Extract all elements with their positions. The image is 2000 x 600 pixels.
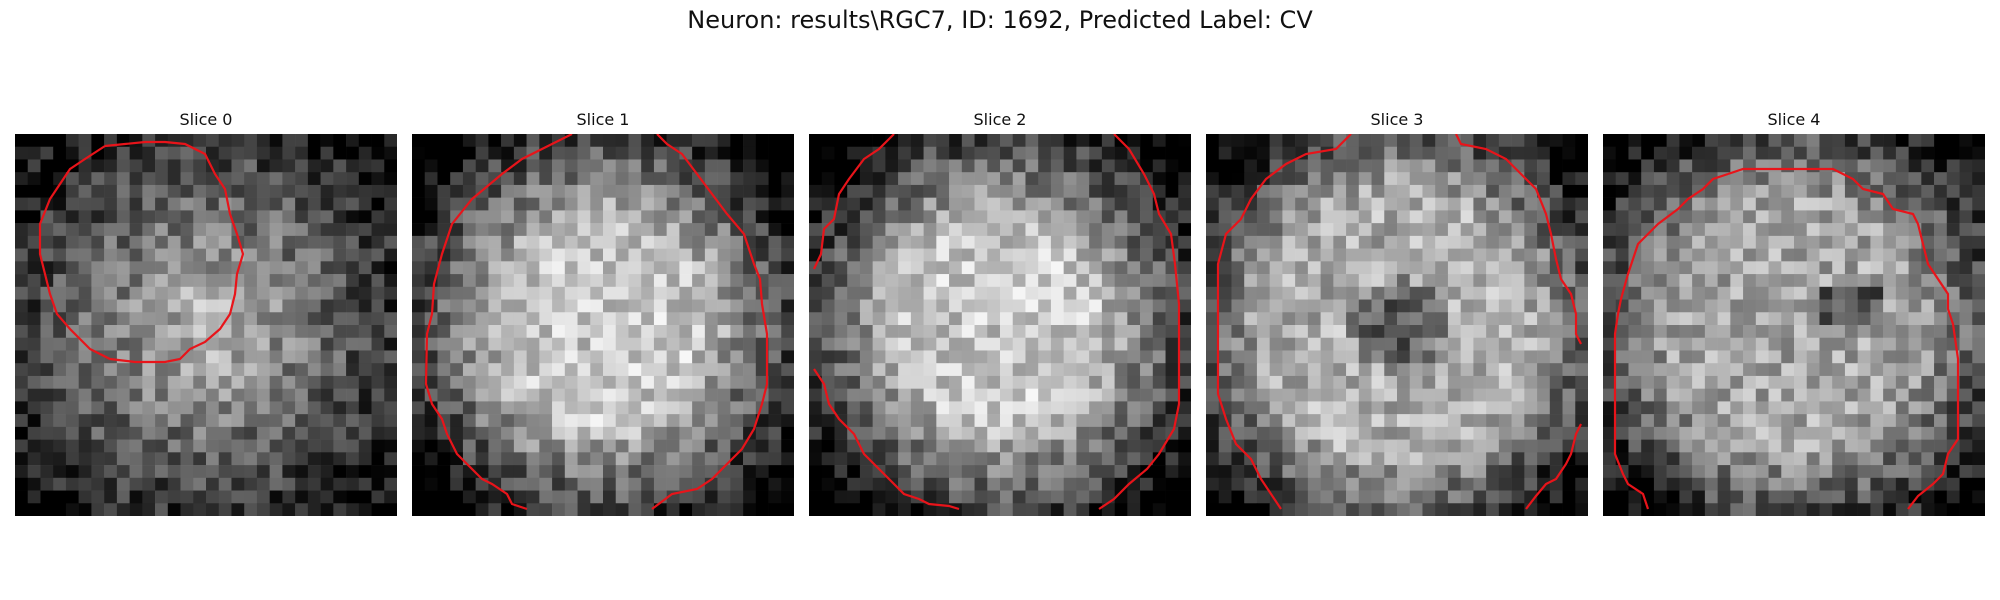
segmentation-contour: [1613, 172, 1729, 510]
segmentation-contour: [1525, 423, 1582, 510]
segmentation-contour: [813, 368, 960, 511]
slice-title: Slice 2: [973, 110, 1027, 129]
slice-image-3: [1206, 134, 1588, 516]
figure-title: Neuron: results\RGC7, ID: 1692, Predicte…: [687, 6, 1313, 34]
segmentation-contour: [424, 134, 573, 511]
slice-panel-3: Slice 3: [1206, 108, 1588, 516]
segmentation-contour: [1216, 134, 1352, 510]
slice-title: Slice 0: [179, 110, 233, 129]
slice-panel-4: Slice 4: [1603, 108, 1985, 516]
slice-image-1: [412, 134, 794, 516]
slice-image-4: [1603, 134, 1985, 516]
slice-image-2: [809, 134, 1191, 516]
slice-panel-2: Slice 2: [809, 108, 1191, 516]
segmentation-contour: [38, 140, 245, 364]
slice-title: Slice 1: [576, 110, 630, 129]
segmentation-contour: [1727, 167, 1960, 510]
slice-title: Slice 3: [1370, 110, 1424, 129]
segmentation-contour: [1098, 134, 1181, 510]
slice-panel-0: Slice 0: [15, 108, 397, 516]
segmentation-contour: [1455, 134, 1582, 345]
segmentation-contour: [651, 134, 769, 510]
segmentation-contour: [813, 134, 895, 270]
slice-image-0: [15, 134, 397, 516]
slice-panel-1: Slice 1: [412, 108, 794, 516]
slice-title: Slice 4: [1767, 110, 1821, 129]
